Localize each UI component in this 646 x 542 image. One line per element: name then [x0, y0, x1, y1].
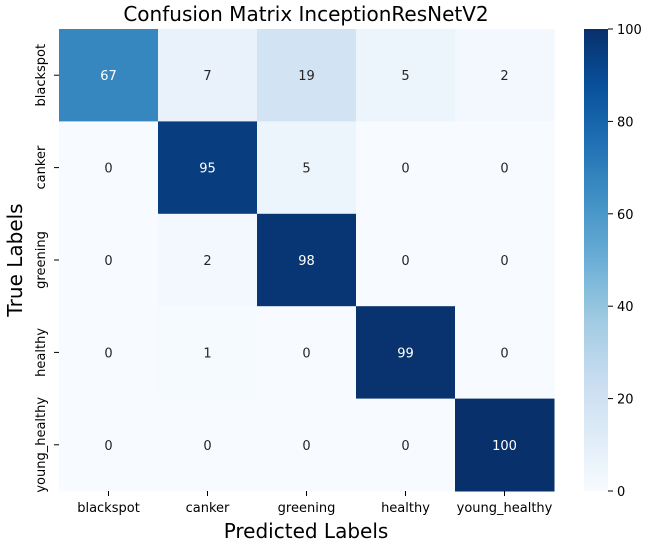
- cell-value-label: 0: [104, 254, 112, 269]
- cell-value-label: 0: [104, 346, 112, 361]
- heatmap-cell: [59, 29, 159, 122]
- cell-value-label: 0: [302, 346, 310, 361]
- heatmap-cell: [158, 306, 258, 400]
- cell-value-label: 5: [401, 69, 409, 84]
- chart-title: Confusion Matrix InceptionResNetV2: [123, 2, 488, 26]
- cell-value-label: 0: [401, 162, 409, 177]
- cell-value-label: 0: [401, 439, 409, 454]
- cell-value-label: 0: [500, 346, 508, 361]
- heatmap-cell: [59, 398, 159, 492]
- heatmap-cell: [356, 121, 456, 215]
- cell-value-label: 0: [401, 254, 409, 269]
- heatmap-cell: [59, 213, 159, 307]
- heatmap-cell: [455, 213, 555, 307]
- heatmap-cell: [59, 306, 159, 400]
- heatmap-cell: [59, 121, 159, 215]
- cell-value-label: 2: [500, 69, 508, 84]
- x-tick-label: blackspot: [77, 501, 140, 516]
- cell-value-label: 2: [203, 254, 211, 269]
- y-tick-label: healthy: [34, 328, 49, 377]
- colorbar-tick-label: 100: [617, 23, 642, 38]
- heatmap-cell: [356, 213, 456, 307]
- colorbar-tick-label: 80: [617, 115, 634, 130]
- cell-value-label: 5: [302, 162, 310, 177]
- heatmap-cell: [257, 398, 357, 492]
- cell-value-label: 0: [302, 439, 310, 454]
- cell-value-label: 95: [199, 162, 216, 177]
- cell-value-label: 99: [397, 346, 414, 361]
- heatmap-cell: [257, 213, 357, 307]
- heatmap-cell: [356, 29, 456, 122]
- colorbar-ticks: 0 20 40 60 80 100: [608, 23, 642, 500]
- colorbar-tick-label: 0: [617, 485, 625, 500]
- heatmap-cell: [455, 121, 555, 215]
- cell-value-label: 19: [298, 69, 315, 84]
- x-axis-ticks: blackspot canker greening healthy young_heal…: [77, 491, 553, 516]
- heatmap-cell: [158, 29, 258, 122]
- heatmap-cell: [158, 121, 258, 215]
- colorbar-tick-label: 20: [617, 393, 634, 408]
- cell-value-label: 7: [203, 69, 211, 84]
- heatmap-cell: [455, 306, 555, 400]
- colorbar-tick-label: 60: [617, 208, 634, 223]
- cell-value-label: 0: [500, 162, 508, 177]
- cell-value-label: 67: [100, 69, 117, 84]
- cell-value-label: 0: [500, 254, 508, 269]
- x-tick-label: greening: [278, 501, 336, 516]
- y-tick-label: greening: [34, 231, 49, 289]
- heatmap-cell: [257, 29, 357, 122]
- heatmap-cell: [158, 398, 258, 492]
- colorbar: [584, 29, 608, 491]
- heatmap-cells: [59, 29, 555, 492]
- x-tick-label: young_healthy: [457, 501, 553, 516]
- heatmap-cell: [257, 306, 357, 400]
- y-tick-label: canker: [34, 145, 49, 189]
- heatmap-cell: [455, 398, 555, 492]
- cell-value-label: 100: [492, 439, 517, 454]
- heatmap-cell: [455, 29, 555, 122]
- heatmap-cell: [158, 213, 258, 307]
- cell-value-label: 0: [104, 439, 112, 454]
- cell-value-label: 98: [298, 254, 315, 269]
- x-tick-label: canker: [186, 501, 230, 516]
- cell-value-label: 0: [104, 162, 112, 177]
- colorbar-tick-label: 40: [617, 300, 634, 315]
- heatmap-cell-labels: 67 7 19 5 2 0 95 5 0 0 0 2 98 0 0 0 1 0 99 0 0 0 0 0 100: [100, 69, 517, 454]
- x-tick-label: healthy: [381, 501, 430, 516]
- x-axis-label: Predicted Labels: [224, 519, 389, 542]
- y-tick-label: blackspot: [34, 44, 49, 107]
- heatmap-cell: [356, 398, 456, 492]
- y-axis-ticks: blackspot canker greening healthy young_heal…: [34, 44, 59, 493]
- cell-value-label: 0: [203, 439, 211, 454]
- y-axis-label: True Labels: [3, 203, 27, 317]
- y-tick-label: young_healthy: [34, 397, 49, 493]
- heatmap-cell: [257, 121, 357, 215]
- heatmap-cell: [356, 306, 456, 400]
- cell-value-label: 1: [203, 346, 211, 361]
